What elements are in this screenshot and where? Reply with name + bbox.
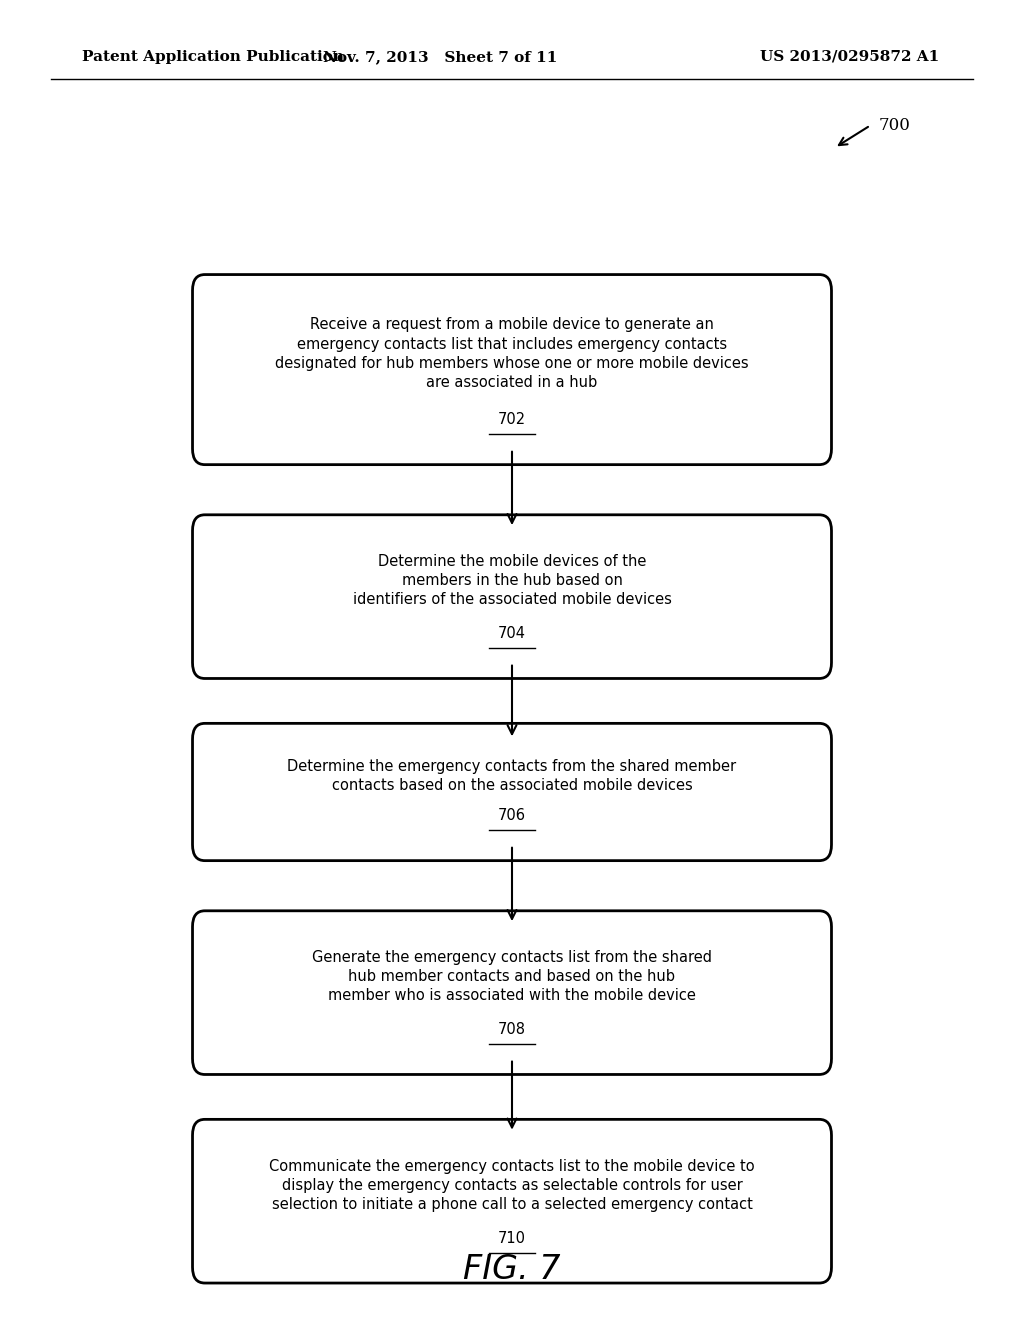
Text: Patent Application Publication: Patent Application Publication — [82, 50, 344, 63]
Text: Receive a request from a mobile device to generate an
emergency contacts list th: Receive a request from a mobile device t… — [275, 318, 749, 391]
Text: US 2013/0295872 A1: US 2013/0295872 A1 — [760, 50, 940, 63]
Text: Determine the mobile devices of the
members in the hub based on
identifiers of t: Determine the mobile devices of the memb… — [352, 554, 672, 607]
FancyBboxPatch shape — [193, 723, 831, 861]
FancyBboxPatch shape — [193, 911, 831, 1074]
Text: 702: 702 — [498, 412, 526, 428]
Text: 710: 710 — [498, 1230, 526, 1246]
Text: 706: 706 — [498, 808, 526, 824]
FancyBboxPatch shape — [193, 515, 831, 678]
Text: Generate the emergency contacts list from the shared
hub member contacts and bas: Generate the emergency contacts list fro… — [312, 950, 712, 1003]
Text: 708: 708 — [498, 1022, 526, 1038]
Text: 700: 700 — [879, 117, 910, 133]
Text: 704: 704 — [498, 626, 526, 642]
Text: Communicate the emergency contacts list to the mobile device to
display the emer: Communicate the emergency contacts list … — [269, 1159, 755, 1212]
Text: Nov. 7, 2013   Sheet 7 of 11: Nov. 7, 2013 Sheet 7 of 11 — [324, 50, 557, 63]
Text: FIG. 7: FIG. 7 — [463, 1254, 561, 1286]
FancyBboxPatch shape — [193, 1119, 831, 1283]
FancyBboxPatch shape — [193, 275, 831, 465]
Text: Determine the emergency contacts from the shared member
contacts based on the as: Determine the emergency contacts from th… — [288, 759, 736, 793]
